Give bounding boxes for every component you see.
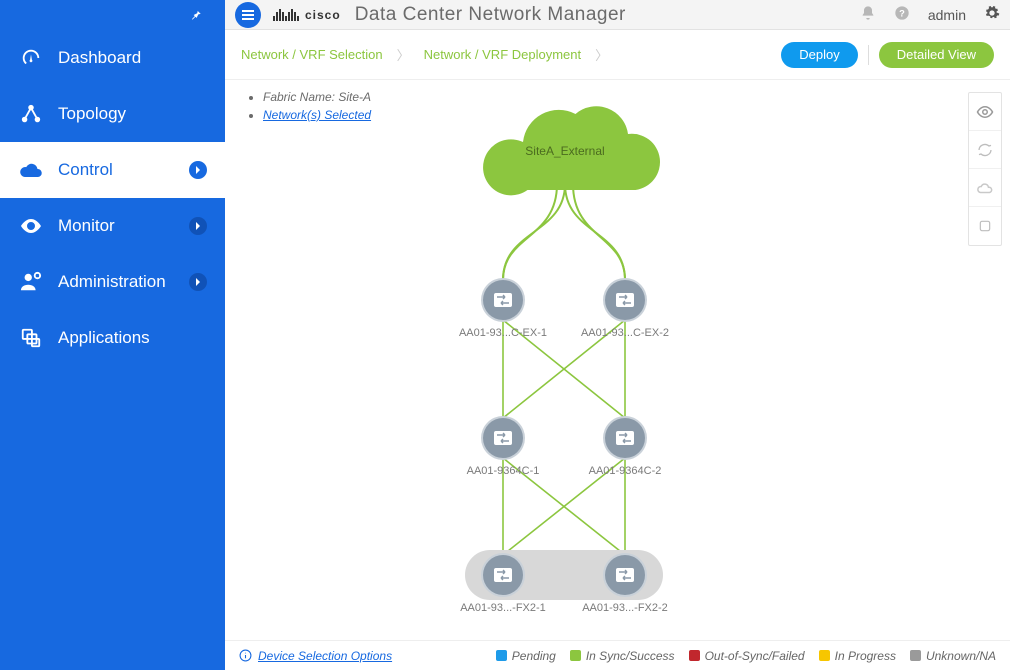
sidebar-item-control[interactable]: Control [0, 142, 225, 198]
breadcrumb-row: Network / VRF Selection 〉 Network / VRF … [225, 30, 1010, 80]
sidebar-item-topology[interactable]: Topology [0, 86, 225, 142]
svg-text:?: ? [899, 8, 905, 18]
hamburger-icon [242, 10, 254, 20]
breadcrumb-sep: 〉 [397, 45, 410, 64]
legend-label: Out-of-Sync/Failed [705, 649, 805, 663]
pin-icon [189, 8, 203, 22]
sidebar-item-label: Topology [58, 104, 126, 124]
main: cisco Data Center Network Manager ? admi… [225, 0, 1010, 670]
admin-icon [18, 269, 44, 295]
detailed-view-button[interactable]: Detailed View [879, 42, 994, 68]
legend-label: In Progress [835, 649, 896, 663]
node-label: AA01-93...-FX2-2 [582, 602, 668, 614]
sidebar-item-label: Applications [58, 328, 150, 348]
sidebar-item-label: Dashboard [58, 48, 141, 68]
eye-icon [18, 213, 44, 239]
node-label: AA01-93...C-EX-1 [459, 327, 547, 339]
menu-toggle[interactable] [235, 2, 261, 28]
node-label: AA01-9364C-1 [467, 465, 540, 477]
switch-node[interactable]: AA01-9364C-2 [589, 416, 662, 477]
topology-icon [18, 101, 44, 127]
legend-item: Pending [496, 649, 556, 663]
legend-label: Unknown/NA [926, 649, 996, 663]
legend-swatch [689, 650, 700, 661]
topology-link [573, 184, 625, 280]
user-label[interactable]: admin [928, 7, 966, 23]
sidebar-pin[interactable] [0, 0, 225, 30]
divider [868, 45, 869, 65]
topology-svg: SiteA_External AA01-93...C-EX-1 AA01-93...… [225, 80, 1010, 640]
deploy-button[interactable]: Deploy [781, 42, 857, 68]
cloud-icon[interactable] [969, 169, 1001, 207]
legend-item: Unknown/NA [910, 649, 996, 663]
apps-icon [18, 325, 44, 351]
info-icon [239, 649, 252, 662]
sidebar-item-dashboard[interactable]: Dashboard [0, 30, 225, 86]
refresh-icon[interactable] [969, 131, 1001, 169]
sidebar-item-monitor[interactable]: Monitor [0, 198, 225, 254]
legend-item: Out-of-Sync/Failed [689, 649, 805, 663]
brand-label: cisco [305, 8, 341, 22]
chevron-right-icon [189, 161, 207, 179]
breadcrumb: Network / VRF Selection 〉 Network / VRF … [241, 45, 622, 64]
legend-label: In Sync/Success [586, 649, 675, 663]
sidebar-item-label: Administration [58, 272, 166, 292]
legend-footer: Device Selection Options Pending In Sync/… [225, 640, 1010, 670]
legend-item: In Sync/Success [570, 649, 675, 663]
app-title: Data Center Network Manager [355, 4, 626, 26]
cloud-label: SiteA_External [525, 144, 604, 158]
notifications-icon[interactable] [860, 5, 876, 24]
canvas-toolbox [968, 92, 1002, 246]
topology-link [503, 184, 557, 280]
select-icon[interactable] [969, 207, 1001, 245]
legend-item: In Progress [819, 649, 896, 663]
breadcrumb-sep: 〉 [595, 45, 608, 64]
switch-node[interactable]: AA01-9364C-1 [467, 416, 540, 477]
sidebar-item-label: Monitor [58, 216, 115, 236]
legend-swatch [819, 650, 830, 661]
view-icon[interactable] [969, 93, 1001, 131]
settings-icon[interactable] [984, 5, 1000, 24]
sidebar: Dashboard Topology Control Monitor Administr… [0, 0, 225, 670]
sidebar-item-administration[interactable]: Administration [0, 254, 225, 310]
switch-node[interactable]: AA01-93...C-EX-1 [459, 278, 547, 339]
device-selection-label: Device Selection Options [258, 649, 392, 663]
cisco-logo-icon [273, 9, 299, 21]
cloud-icon [18, 157, 44, 183]
node-label: AA01-9364C-2 [589, 465, 662, 477]
device-selection-options[interactable]: Device Selection Options [239, 649, 392, 663]
breadcrumb-step2[interactable]: Network / VRF Deployment [424, 47, 582, 62]
node-label: AA01-93...C-EX-2 [581, 327, 669, 339]
help-icon[interactable]: ? [894, 5, 910, 24]
legend-label: Pending [512, 649, 556, 663]
switch-node[interactable]: AA01-93...C-EX-2 [581, 278, 669, 339]
breadcrumb-step1[interactable]: Network / VRF Selection [241, 47, 383, 62]
chevron-right-icon [189, 217, 207, 235]
sidebar-item-applications[interactable]: Applications [0, 310, 225, 366]
gauge-icon [18, 45, 44, 71]
sidebar-item-label: Control [58, 160, 113, 180]
legend-swatch [910, 650, 921, 661]
legend-swatch [570, 650, 581, 661]
chevron-right-icon [189, 273, 207, 291]
cloud-node[interactable]: SiteA_External [483, 106, 660, 195]
node-label: AA01-93...-FX2-1 [460, 602, 546, 614]
topology-canvas[interactable]: SiteA_External AA01-93...C-EX-1 AA01-93...… [225, 80, 1010, 640]
legend-swatch [496, 650, 507, 661]
header: cisco Data Center Network Manager ? admi… [225, 0, 1010, 30]
